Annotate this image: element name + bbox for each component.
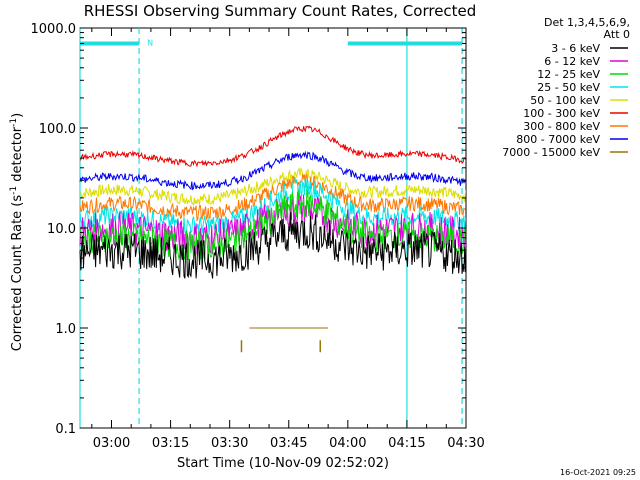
- series-line: [79, 166, 467, 207]
- series-line: [79, 150, 467, 191]
- legend-header-line1: Det 1,3,4,5,6,9,: [544, 16, 630, 29]
- legend-label: 800 - 7000 keV: [516, 133, 600, 146]
- x-tick-label: 03:00: [93, 436, 130, 451]
- timestamp: 16-Oct-2021 09:25: [560, 468, 636, 477]
- x-tick-label: 03:45: [270, 436, 307, 451]
- chart-title: RHESSI Observing Summary Count Rates, Co…: [84, 2, 477, 20]
- legend-label: 12 - 25 keV: [537, 68, 600, 81]
- series-line: [79, 125, 467, 168]
- x-tick-label: 03:15: [152, 436, 189, 451]
- x-tick-label: 04:30: [447, 436, 484, 451]
- y-axis-label: Corrected Count Rate (s-1 detector-1): [9, 113, 25, 351]
- event-layer: [240, 327, 329, 353]
- series-layer: [79, 125, 467, 279]
- y-axis-label-part3: ): [10, 113, 25, 118]
- legend-label: 100 - 300 keV: [523, 107, 600, 120]
- y-tick-label: 10.0: [47, 222, 76, 237]
- x-axis-label: Start Time (10-Nov-09 02:52:02): [177, 456, 389, 471]
- legend-header-line2: Att 0: [604, 28, 630, 41]
- legend-label: 25 - 50 keV: [537, 81, 600, 94]
- y-tick-label: 1000.0: [31, 22, 77, 37]
- series-line: [79, 212, 467, 279]
- y-axis-ticks: 1000.0 100.0 10.0 1.0 0.1: [31, 22, 466, 437]
- legend-label: 3 - 6 keV: [551, 42, 600, 55]
- x-tick-label: 03:30: [211, 436, 248, 451]
- x-tick-label: 04:00: [329, 436, 366, 451]
- x-tick-label: 04:15: [388, 436, 425, 451]
- y-tick-label: 0.1: [55, 422, 76, 437]
- legend-label: 50 - 100 keV: [530, 94, 600, 107]
- legend-label: 7000 - 15000 keV: [502, 146, 600, 159]
- flag-label: N: [147, 38, 153, 47]
- legend-label: 6 - 12 keV: [544, 55, 600, 68]
- y-axis-label-sup1: -1: [9, 186, 19, 195]
- y-axis-label-sup2: -1: [9, 118, 19, 127]
- y-tick-label: 1.0: [55, 322, 76, 337]
- y-tick-label: 100.0: [39, 122, 76, 137]
- x-axis-ticks: 03:00 03:15 03:30 03:45 04:00 04:15 04:30: [91, 28, 485, 451]
- series-line: [79, 173, 466, 223]
- legend-label: 300 - 800 keV: [523, 120, 600, 133]
- y-axis-label-part2: detector: [10, 126, 25, 186]
- y-axis-label-part1: Corrected Count Rate (s: [10, 195, 25, 352]
